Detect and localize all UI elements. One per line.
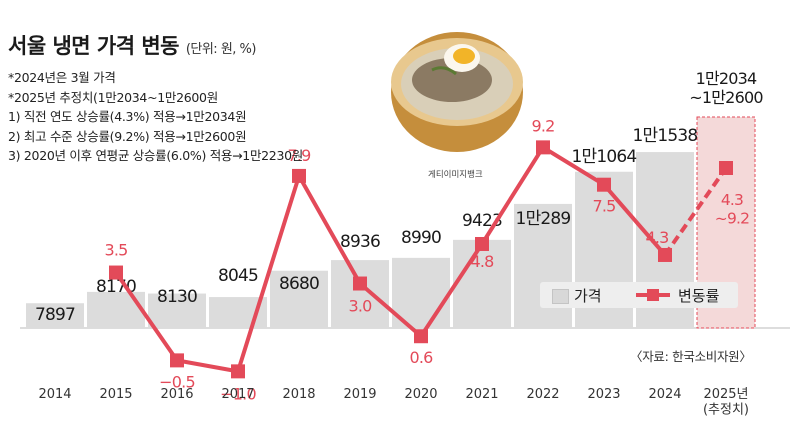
category-label: 2018 [282,387,315,402]
chart-title: 서울 냉면 가격 변동 (단위: 원, %) [8,34,257,58]
bar-2014 [26,303,84,328]
legend-swatch-dot [647,289,659,301]
rate-point [231,364,245,379]
price-label: 8990 [401,228,441,248]
note-line: 1) 직전 연도 상승률(4.3%) 적용→1만2034원 [8,109,247,124]
rate-label: 9.2 [531,116,554,135]
bar-2016 [148,293,206,328]
egg-yolk [453,48,475,64]
rate-label: 4.3 [645,228,668,247]
rate-label: 4.3 ~9.2 [715,191,749,228]
rate-point [536,140,550,155]
category-label: 2021 [465,387,498,402]
unit-note: (단위: 원, %) [185,42,257,57]
category-label: 2025년 (추정치) [703,387,749,418]
rate-point [414,329,428,344]
rate-point [597,177,611,192]
category-label: 2014 [38,387,71,402]
category-label: 2016 [160,387,193,402]
legend-label-bar: 가격 [574,287,602,305]
price-label: 8130 [157,287,197,307]
price-label: 1만1064 [572,147,637,167]
bar-2015 [87,291,145,328]
rate-label: −0.5 [159,372,195,391]
notes: *2024년은 3월 가격 *2025년 추정치(1만2034~1만2600원 … [8,68,303,166]
category-label: 2019 [343,387,376,402]
category-label: 2023 [587,387,620,402]
price-label: 8045 [218,266,258,286]
bar-2021 [453,239,511,328]
rate-line-estimate [663,166,728,257]
rate-point [475,236,489,251]
rate-point [658,247,672,262]
category-label: 2017 [221,387,254,402]
category-label: 2020 [404,387,437,402]
note-line: 3) 2020년 이후 연평균 상승률(6.0%) 적용→1만2230원 [8,148,303,163]
rate-point [109,265,123,280]
rate-label: −1.0 [220,384,256,403]
bar-2020 [392,257,450,328]
rate-label: 4.8 [470,252,494,271]
rate-point [353,276,367,291]
category-label: 2015 [99,387,132,402]
legend: 가격 변동률 [540,282,738,308]
rate-point [292,168,306,183]
rate-point [719,161,733,175]
rate-label: 3.0 [348,297,372,316]
source-note: 〈자료: 한국소비자원〉 [630,349,752,364]
note-line: 2) 최고 수준 상승률(9.2%) 적용→1만2600원 [8,128,247,144]
price-label: 1만1538 [633,126,698,146]
category-label: 2022 [526,387,559,402]
rate-line [114,145,667,374]
price-label: 8936 [340,232,380,252]
legend-label-line: 변동률 [678,287,720,305]
note-line: *2024년은 3월 가격 [8,70,116,85]
rate-point [170,353,184,368]
bar-2018 [270,270,328,328]
legend-swatch-bar [552,289,569,304]
price-label: 8170 [96,277,136,297]
price-label: 8680 [279,274,319,294]
naengmyeon-illustration [391,32,523,152]
bar-2019 [331,260,389,328]
note-line: *2025년 추정치(1만2034~1만2600원 [8,89,218,105]
category-label: 2024 [648,387,681,402]
rate-label: 7.5 [592,197,615,216]
price-label: 1만2034 ~1만2600 [689,69,763,107]
rate-label: 0.6 [409,348,433,367]
rate-label: 7.9 [287,146,311,165]
price-label: 7897 [35,305,75,325]
rate-label: 3.5 [104,241,127,260]
garnish [431,66,457,76]
price-label: 1만289 [516,209,571,229]
image-credit: 게티이미지뱅크 [428,170,483,180]
